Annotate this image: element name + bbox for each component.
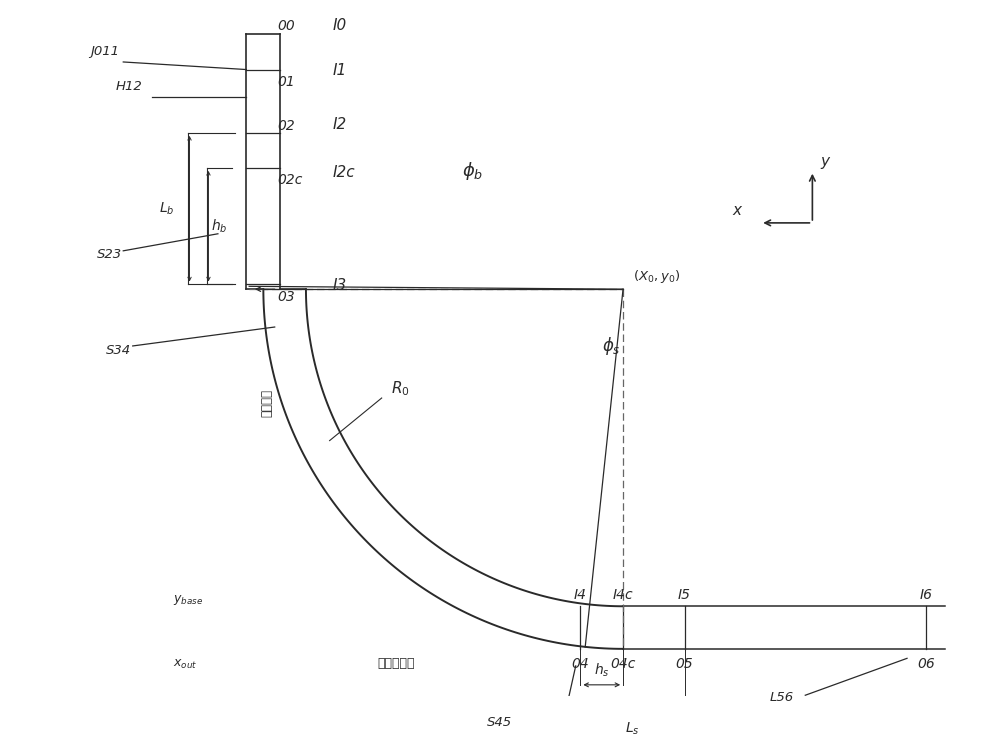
Text: $y_{base}$: $y_{base}$ <box>173 594 204 608</box>
Text: $\phi_s$: $\phi_s$ <box>602 335 621 357</box>
Text: $(X_0,y_0)$: $(X_0,y_0)$ <box>633 268 680 285</box>
Text: J011: J011 <box>90 46 119 58</box>
Text: I5: I5 <box>678 588 691 602</box>
Text: 02c: 02c <box>278 173 303 187</box>
Text: I4c: I4c <box>613 588 633 602</box>
Text: I6: I6 <box>919 588 932 602</box>
Text: I2: I2 <box>332 117 347 132</box>
Text: I1: I1 <box>332 63 347 79</box>
Text: 06: 06 <box>917 657 935 671</box>
Text: 04c: 04c <box>610 657 636 671</box>
Text: x: x <box>732 203 741 218</box>
Text: 外弧基线: 外弧基线 <box>261 389 274 417</box>
Text: I4: I4 <box>574 588 587 602</box>
Text: 01: 01 <box>278 75 295 89</box>
Text: y: y <box>820 154 829 169</box>
Text: $h_b$: $h_b$ <box>211 217 228 235</box>
Text: S23: S23 <box>96 248 122 261</box>
Text: 00: 00 <box>278 19 295 33</box>
Text: S45: S45 <box>487 716 512 730</box>
Text: $x_{out}$: $x_{out}$ <box>173 658 198 671</box>
Text: L56: L56 <box>770 691 794 704</box>
Text: $L_s$: $L_s$ <box>625 721 640 734</box>
Text: 出坯截面线: 出坯截面线 <box>377 657 414 670</box>
Text: 04: 04 <box>572 657 589 671</box>
Text: 05: 05 <box>676 657 693 671</box>
Text: S34: S34 <box>106 344 131 357</box>
Text: 02: 02 <box>278 119 295 133</box>
Text: $h_s$: $h_s$ <box>594 662 610 679</box>
Text: 03: 03 <box>278 289 295 304</box>
Text: H12: H12 <box>115 80 142 93</box>
Text: I0: I0 <box>332 18 347 33</box>
Text: I3: I3 <box>332 278 347 293</box>
Text: $L_b$: $L_b$ <box>159 200 175 217</box>
Text: I2c: I2c <box>332 165 355 181</box>
Text: $R_0$: $R_0$ <box>391 379 410 398</box>
Text: $\phi_b$: $\phi_b$ <box>462 159 483 181</box>
